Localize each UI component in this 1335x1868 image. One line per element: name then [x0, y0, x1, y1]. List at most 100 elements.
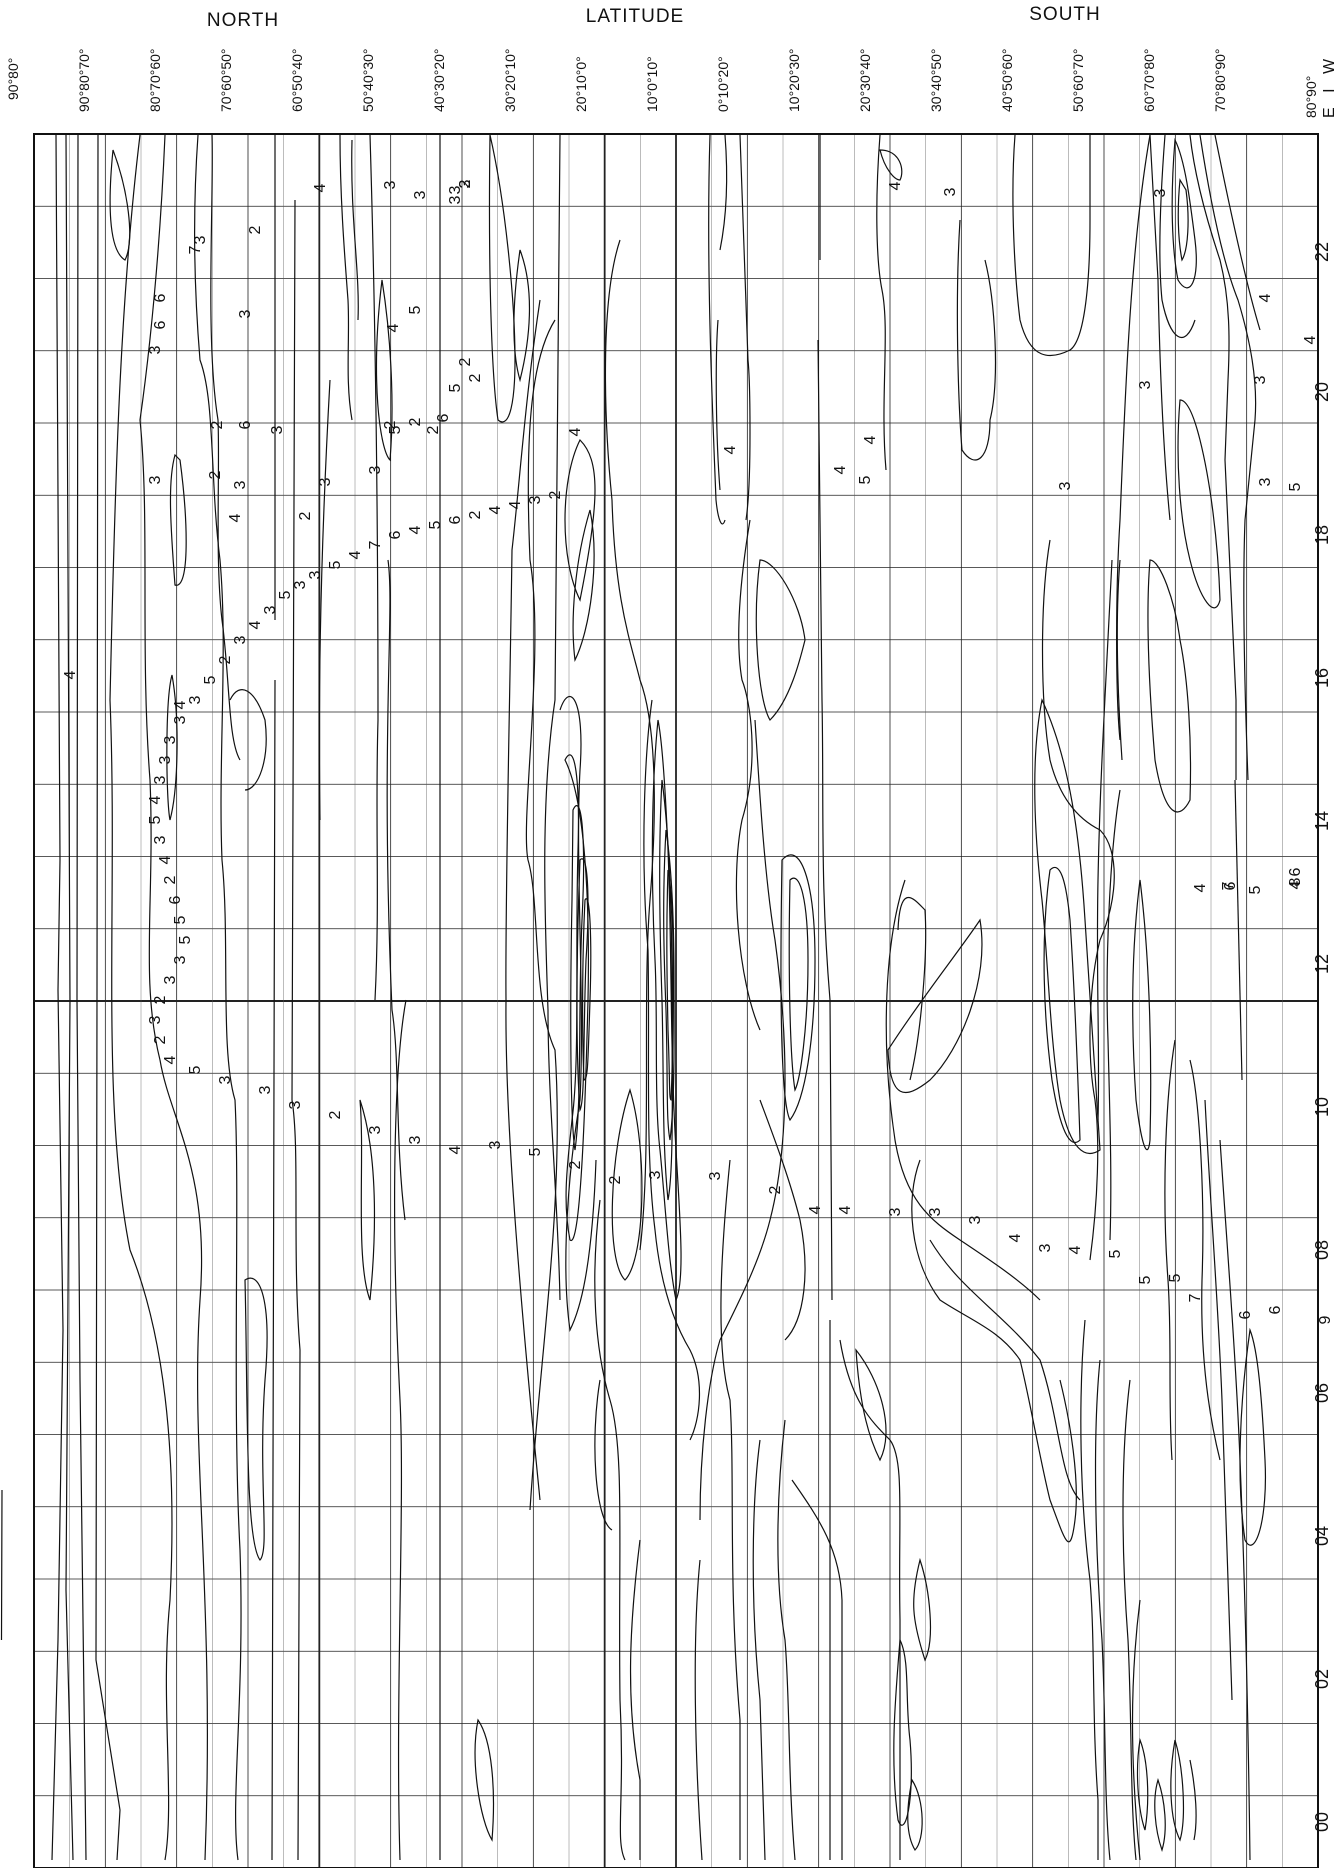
contour-line: [369, 134, 379, 1001]
contour-line: [582, 898, 592, 1081]
contour-value-label: 4: [62, 670, 79, 679]
contour-line: [791, 1479, 843, 1860]
contour-line: [1177, 399, 1221, 609]
contour-value-label: 4: [722, 445, 739, 454]
contour-value-label: 4: [447, 1145, 464, 1154]
contour-line: [719, 134, 728, 251]
contour-value-label: 5: [1247, 885, 1264, 894]
contour-value-label: 2: [207, 470, 224, 479]
contour-line: [735, 519, 761, 1031]
contour-line: [1132, 879, 1152, 1151]
contour-line: [576, 858, 589, 1113]
contour-value-label: 5: [387, 425, 404, 434]
contour-line: [359, 1099, 376, 1301]
column-tick-label: 40°50°60°: [999, 48, 1015, 112]
column-tick-label: 30°40°50°: [928, 48, 944, 112]
contour-value-label: 7: [1220, 881, 1237, 890]
contour-line: [559, 696, 597, 1332]
contour-line: [739, 134, 751, 521]
contour-value-label: 5: [177, 935, 194, 944]
contour-value-label: 3: [287, 1100, 304, 1109]
contour-line: [1043, 867, 1081, 1143]
contour-value-label: 3: [162, 735, 179, 744]
contour-value-label: 3: [1057, 481, 1074, 490]
contour-line: [956, 219, 997, 461]
contour-line: [194, 134, 242, 1861]
contour-value-label: 3: [172, 955, 189, 964]
contour-value-label: 3: [1137, 380, 1154, 389]
contour-value-label: 4: [487, 505, 504, 514]
contour-value-label: 4: [832, 465, 849, 474]
contour-value-label: 6: [387, 530, 404, 539]
contour-lines: [0, 134, 1267, 1861]
contour-line: [169, 453, 187, 586]
contour-value-label: 5: [172, 915, 189, 924]
contour-value-label: 4: [227, 513, 244, 522]
column-tick-label: 20°30°40°: [857, 48, 873, 112]
contour-value-label: 3: [1252, 375, 1269, 384]
contour-line: [65, 134, 74, 1861]
contour-value-label: 4: [1007, 1233, 1024, 1242]
contour-value-label: 3: [147, 1015, 164, 1024]
contour-line: [777, 1419, 796, 1861]
contour-value-label: 2: [425, 425, 442, 434]
contour-line: [839, 1339, 901, 1860]
contour-value-label: 3: [307, 570, 324, 579]
contour-line: [855, 1348, 887, 1462]
contour-line: [474, 1718, 495, 1842]
column-tick-label: 30°20°10°: [502, 48, 518, 112]
contour-line: [629, 1539, 641, 1860]
contour-value-label: 5: [202, 675, 219, 684]
contour-value-label: 6: [447, 515, 464, 524]
contour-value-label: 4: [157, 855, 174, 864]
contour-value-label: 2: [382, 420, 399, 429]
corner-left-label: 90°80°: [5, 58, 21, 100]
row-tick-label: 16: [1312, 668, 1332, 688]
contour-line: [752, 1439, 766, 1861]
contour-line: [1204, 1099, 1233, 1701]
contour-line: [887, 918, 983, 1094]
contour-value-label: 4: [162, 1055, 179, 1064]
contour-line: [76, 134, 87, 1861]
contour-value-label: 3: [1037, 1243, 1054, 1252]
contour-value-label: 3: [147, 345, 164, 354]
contour-value-label: 4: [172, 700, 189, 709]
contour-line: [611, 1088, 643, 1281]
contour-value-label: 3: [157, 755, 174, 764]
contour-line: [1041, 539, 1115, 1261]
contour-value-label: 3: [152, 775, 169, 784]
contour-value-label: 5: [147, 815, 164, 824]
contour-value-label: 3: [292, 580, 309, 589]
contour-line: [1214, 134, 1261, 331]
contour-value-label: 4: [807, 1205, 824, 1214]
contour-value-label: 3: [927, 1207, 944, 1216]
contour-value-label: 6: [1267, 1305, 1284, 1314]
contour-value-label: 3: [217, 1075, 234, 1084]
contour-line: [817, 135, 833, 1301]
column-tick-labels: 90°80°70° 80°70°60° 70°60°50° 60°50°40° …: [76, 48, 1228, 112]
contour-value-label: 2: [407, 417, 424, 426]
header-latitude: LATITUDE: [586, 6, 684, 27]
contour-line: [109, 134, 173, 1861]
contour-value-label: 3: [527, 495, 544, 504]
contour-value-label: 2: [567, 1160, 584, 1169]
contour-line: [715, 319, 721, 491]
contour-line: [1122, 1379, 1137, 1861]
contour-value-label: 3: [192, 235, 209, 244]
contour-value-label: 3: [269, 425, 286, 434]
contour-line: [604, 239, 655, 1251]
contour-line: [339, 134, 353, 421]
contour-value-label: 3: [967, 1215, 984, 1224]
contour-value-label: 9: [1317, 1315, 1334, 1324]
contour-line: [1136, 1737, 1149, 1831]
contour-line: [386, 559, 406, 1221]
contour-value-label: 3: [412, 190, 429, 199]
contour-line: [913, 1557, 932, 1662]
contour-line: [1116, 134, 1151, 741]
contour-line: [244, 1277, 268, 1561]
contour-line: [1149, 134, 1171, 521]
contour-value-label: 5: [327, 560, 344, 569]
contour-line: [643, 699, 700, 1441]
contour-value-label: 3: [232, 480, 249, 489]
